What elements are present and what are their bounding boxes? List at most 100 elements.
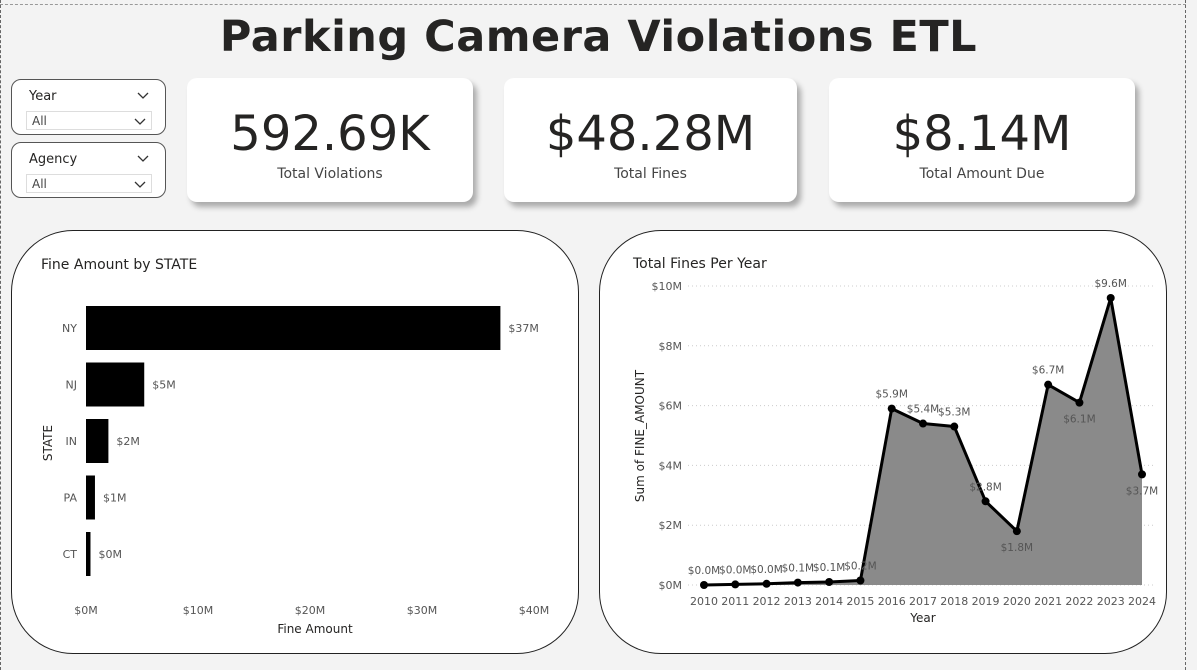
y-tick-label: $6M (659, 400, 683, 413)
x-axis-label: Year (909, 611, 935, 625)
x-tick-label: $10M (183, 604, 214, 617)
y-axis-label: Sum of FINE_AMOUNT (633, 369, 647, 502)
bar (86, 532, 91, 576)
year-slicer-label: Year (29, 89, 57, 104)
data-label: $5.4M (907, 404, 939, 416)
fines-per-year-panel: Total Fines Per Year Sum of FINE_AMOUNT Ye… (599, 230, 1167, 654)
total-violations-card: 592.69K Total Violations (187, 78, 473, 202)
x-tick-label: $30M (407, 604, 438, 617)
category-label: CT (63, 548, 78, 561)
data-label: $9.6M (1094, 278, 1126, 290)
data-point (825, 578, 834, 587)
data-label: $5.9M (875, 389, 907, 401)
chevron-down-icon[interactable] (134, 116, 146, 126)
data-point (981, 497, 990, 506)
data-label: $37M (508, 322, 539, 335)
category-label: IN (66, 435, 77, 448)
x-tick-label: $40M (519, 604, 550, 617)
x-tick-label: 2024 (1128, 595, 1156, 608)
canvas-border-right (1185, 0, 1186, 670)
agency-slicer-label: Agency (29, 152, 78, 167)
x-tick-label: 2018 (940, 595, 968, 608)
page-title: Parking Camera Violations ETL (219, 12, 978, 62)
x-tick-label: 2016 (878, 595, 906, 608)
year-dropdown-value: All (32, 114, 47, 128)
y-axis-label: STATE (41, 425, 55, 461)
category-label: PA (64, 492, 78, 505)
total-violations-caption: Total Violations (277, 166, 383, 182)
x-tick-label: 2021 (1034, 595, 1062, 608)
total-violations-value: 592.69K (230, 106, 430, 162)
data-label: $0.0M (688, 565, 720, 577)
x-tick-label: 2014 (815, 595, 843, 608)
fines-per-year-chart: Total Fines Per Year Sum of FINE_AMOUNT Ye… (632, 256, 1158, 625)
y-tick-label: $2M (659, 519, 683, 532)
canvas-border-top (0, 4, 1186, 5)
category-label: NY (62, 322, 77, 335)
fine-by-state-chart: Fine Amount by STATE STATE Fine Amount NY $3… (41, 257, 550, 636)
bar (86, 362, 145, 407)
x-axis-label: Fine Amount (277, 622, 353, 636)
x-tick-label: $20M (295, 604, 326, 617)
agency-dropdown[interactable]: All (26, 174, 152, 193)
data-point (762, 579, 771, 588)
data-point (1106, 293, 1115, 302)
bar (86, 475, 95, 520)
chevron-down-icon[interactable] (137, 90, 149, 100)
data-point (793, 578, 802, 587)
x-tick-label: 2022 (1065, 595, 1093, 608)
data-point (1044, 380, 1053, 389)
agency-dropdown-value: All (32, 177, 47, 191)
x-tick-label: 2010 (690, 595, 718, 608)
year-dropdown[interactable]: All (26, 111, 152, 130)
data-label: $0.1M (813, 562, 845, 574)
total-fines-card: $48.28M Total Fines (504, 78, 797, 202)
y-tick-label: $0M (659, 579, 683, 592)
data-point (919, 419, 927, 428)
x-tick-label: 2015 (846, 595, 874, 608)
x-tick-label: 2012 (753, 595, 781, 608)
total-amount-due-card: $8.14M Total Amount Due (829, 78, 1135, 202)
bar (86, 306, 501, 350)
data-label: $0.1M (782, 563, 814, 575)
data-label: $2.8M (969, 481, 1001, 493)
agency-slicer[interactable]: Agency All (11, 142, 166, 198)
total-fines-caption: Total Fines (614, 166, 687, 182)
chevron-down-icon[interactable] (137, 153, 149, 163)
area-fill (704, 297, 1142, 585)
data-point (1138, 470, 1146, 479)
chevron-down-icon[interactable] (134, 179, 146, 189)
data-point (1075, 398, 1084, 407)
year-slicer[interactable]: Year All (11, 79, 166, 135)
data-label: $1M (103, 492, 127, 505)
data-label: $5M (152, 379, 176, 392)
total-fines-value: $48.28M (545, 106, 756, 162)
data-point (950, 422, 959, 431)
chart-title: Fine Amount by STATE (41, 257, 197, 273)
y-tick-label: $8M (659, 340, 683, 353)
x-tick-label: 2023 (1097, 595, 1125, 608)
data-point (887, 404, 896, 413)
x-tick-label: $0M (74, 604, 98, 617)
y-tick-label: $10M (652, 280, 683, 293)
data-point (856, 576, 865, 585)
data-label: $1.8M (1001, 542, 1033, 554)
total-amount-due-value: $8.14M (892, 106, 1072, 162)
fine-by-state-panel: Fine Amount by STATE STATE Fine Amount NY $3… (11, 230, 579, 654)
data-label: $5.3M (938, 407, 970, 419)
x-tick-label: 2013 (784, 595, 812, 608)
x-tick-label: 2017 (909, 595, 937, 608)
chart-title: Total Fines Per Year (632, 256, 767, 272)
category-label: NJ (66, 379, 77, 392)
x-tick-label: 2019 (972, 595, 1000, 608)
data-label: $6.1M (1063, 414, 1095, 426)
data-label: $0.0M (750, 564, 782, 576)
data-label: $6.7M (1032, 365, 1064, 377)
data-point (1012, 527, 1021, 536)
x-tick-label: 2011 (721, 595, 749, 608)
data-label: $0M (98, 548, 122, 561)
data-point (700, 581, 708, 589)
data-label: $3.7M (1126, 485, 1158, 497)
data-label: $0.0M (719, 564, 751, 576)
y-tick-label: $4M (659, 459, 683, 472)
